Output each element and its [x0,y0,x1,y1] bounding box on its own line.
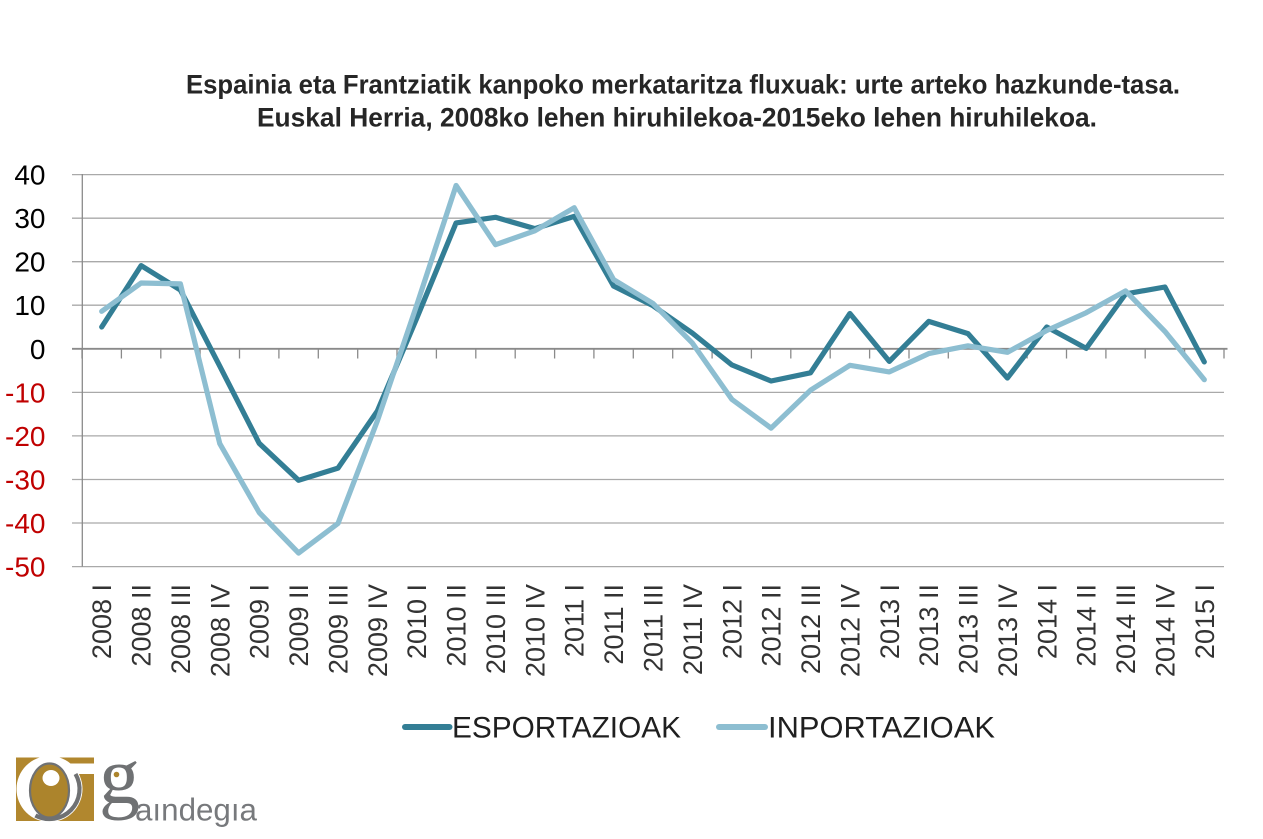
svg-text:30: 30 [14,203,45,234]
svg-text:Euskal Herria, 2008ko lehen hi: Euskal Herria, 2008ko lehen hiruhilekoa-… [257,103,1097,133]
svg-text:2010 IV: 2010 IV [520,584,550,677]
svg-text:0: 0 [30,334,46,365]
svg-text:10: 10 [14,290,45,321]
svg-text:aındegıa: aındegıa [135,792,257,828]
svg-text:2013 III: 2013 III [954,584,984,674]
svg-text:2013 I: 2013 I [875,584,905,659]
svg-text:2009 IV: 2009 IV [363,584,393,677]
svg-text:2011 I: 2011 I [560,584,590,657]
svg-text:20: 20 [14,247,45,278]
svg-text:2011 III: 2011 III [639,584,669,672]
svg-text:2010 III: 2010 III [481,584,511,674]
svg-text:2012 IV: 2012 IV [835,584,865,677]
svg-text:2015 I: 2015 I [1190,584,1220,659]
svg-text:-10: -10 [5,377,45,408]
svg-text:-40: -40 [5,508,45,539]
svg-text:2014 II: 2014 II [1072,584,1102,667]
svg-text:2013 II: 2013 II [914,584,944,667]
svg-text:2012 II: 2012 II [757,584,787,667]
svg-text:-50: -50 [5,552,45,583]
svg-text:Espainia eta Frantziatik kanpo: Espainia eta Frantziatik kanpoko merkata… [186,70,1180,100]
svg-text:ESPORTAZIOAK: ESPORTAZIOAK [452,712,681,745]
svg-text:2012 I: 2012 I [717,584,747,659]
svg-text:40: 40 [14,160,45,191]
svg-text:2014 III: 2014 III [1111,584,1141,674]
svg-text:2009 III: 2009 III [324,584,354,674]
svg-text:2014 IV: 2014 IV [1150,584,1180,677]
svg-text:2009 I: 2009 I [245,584,275,659]
svg-text:2011 IV: 2011 IV [678,584,708,675]
svg-text:2010 II: 2010 II [442,584,472,667]
svg-text:2012 III: 2012 III [796,584,826,674]
svg-text:2010 I: 2010 I [402,584,432,659]
svg-text:-30: -30 [5,465,45,496]
svg-text:2009 II: 2009 II [284,584,314,667]
svg-text:g: g [99,730,140,821]
svg-text:2008 III: 2008 III [166,584,196,674]
svg-text:-20: -20 [5,421,45,452]
svg-text:2008 I: 2008 I [87,584,117,659]
svg-text:INPORTAZIOAK: INPORTAZIOAK [768,712,995,745]
svg-text:2011 II: 2011 II [599,584,629,665]
svg-text:2008 IV: 2008 IV [205,584,235,677]
svg-text:2008 II: 2008 II [127,584,157,667]
svg-text:2013 IV: 2013 IV [993,584,1023,677]
svg-text:2014 I: 2014 I [1032,584,1062,659]
